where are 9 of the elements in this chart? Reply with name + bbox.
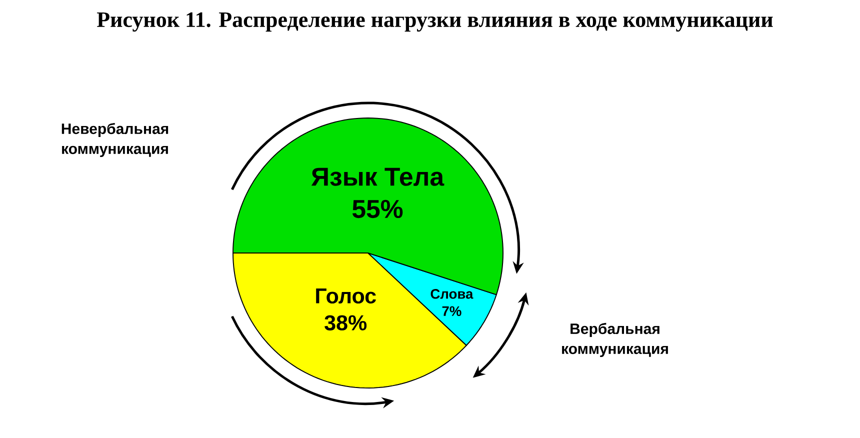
slice-label: Язык Тела [311, 168, 444, 186]
text: Вербальная коммуникация [562, 322, 668, 358]
slice-label: Голос [316, 288, 376, 304]
data-label: 38% [324, 315, 367, 330]
chart-title: Рисунок 11. Распределение нагрузки влияния в ходе коммуникации [96, 12, 773, 32]
data-label: 7% [442, 306, 462, 316]
slice-label: Слова [430, 289, 474, 299]
text: Невербальная коммуникация [62, 122, 168, 158]
data-label: 55% [352, 200, 403, 218]
